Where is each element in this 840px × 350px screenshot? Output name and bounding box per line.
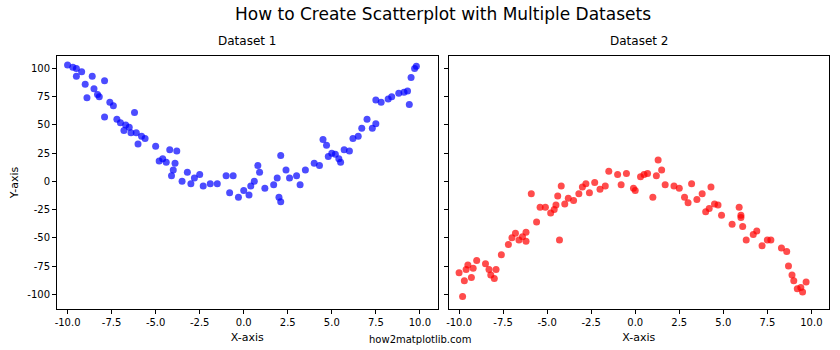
svg-text:5.0: 5.0 [324, 317, 340, 328]
svg-text:Y-axis: Y-axis [8, 167, 21, 200]
svg-text:-7.5: -7.5 [102, 317, 122, 328]
svg-text:X-axis: X-axis [231, 331, 264, 344]
svg-text:X-axis: X-axis [622, 331, 655, 344]
svg-text:25: 25 [37, 148, 50, 159]
svg-text:5.0: 5.0 [715, 317, 731, 328]
svg-text:10.0: 10.0 [409, 317, 431, 328]
svg-text:0: 0 [44, 176, 50, 187]
svg-text:How to Create Scatterplot with: How to Create Scatterplot with Multiple … [235, 4, 651, 24]
svg-text:50: 50 [37, 119, 50, 130]
svg-text:2.5: 2.5 [280, 317, 296, 328]
svg-text:how2matplotlib.com: how2matplotlib.com [369, 334, 471, 345]
svg-text:10.0: 10.0 [800, 317, 822, 328]
svg-text:0.0: 0.0 [627, 317, 643, 328]
svg-text:-2.5: -2.5 [190, 317, 210, 328]
svg-text:100: 100 [31, 63, 50, 74]
svg-text:0.0: 0.0 [236, 317, 252, 328]
svg-text:-2.5: -2.5 [581, 317, 601, 328]
svg-text:2.5: 2.5 [671, 317, 687, 328]
svg-text:7.5: 7.5 [368, 317, 384, 328]
svg-text:75: 75 [37, 91, 50, 102]
svg-text:-10.0: -10.0 [446, 317, 472, 328]
svg-text:7.5: 7.5 [759, 317, 775, 328]
svg-text:-25: -25 [34, 204, 50, 215]
svg-text:-50: -50 [34, 232, 50, 243]
svg-text:Dataset 2: Dataset 2 [610, 34, 668, 48]
svg-text:-10.0: -10.0 [55, 317, 81, 328]
svg-text:-7.5: -7.5 [493, 317, 513, 328]
svg-text:-100: -100 [27, 289, 50, 300]
svg-text:Dataset 1: Dataset 1 [218, 34, 276, 48]
svg-text:-75: -75 [34, 261, 50, 272]
svg-text:-5.0: -5.0 [537, 317, 557, 328]
svg-text:-5.0: -5.0 [146, 317, 166, 328]
